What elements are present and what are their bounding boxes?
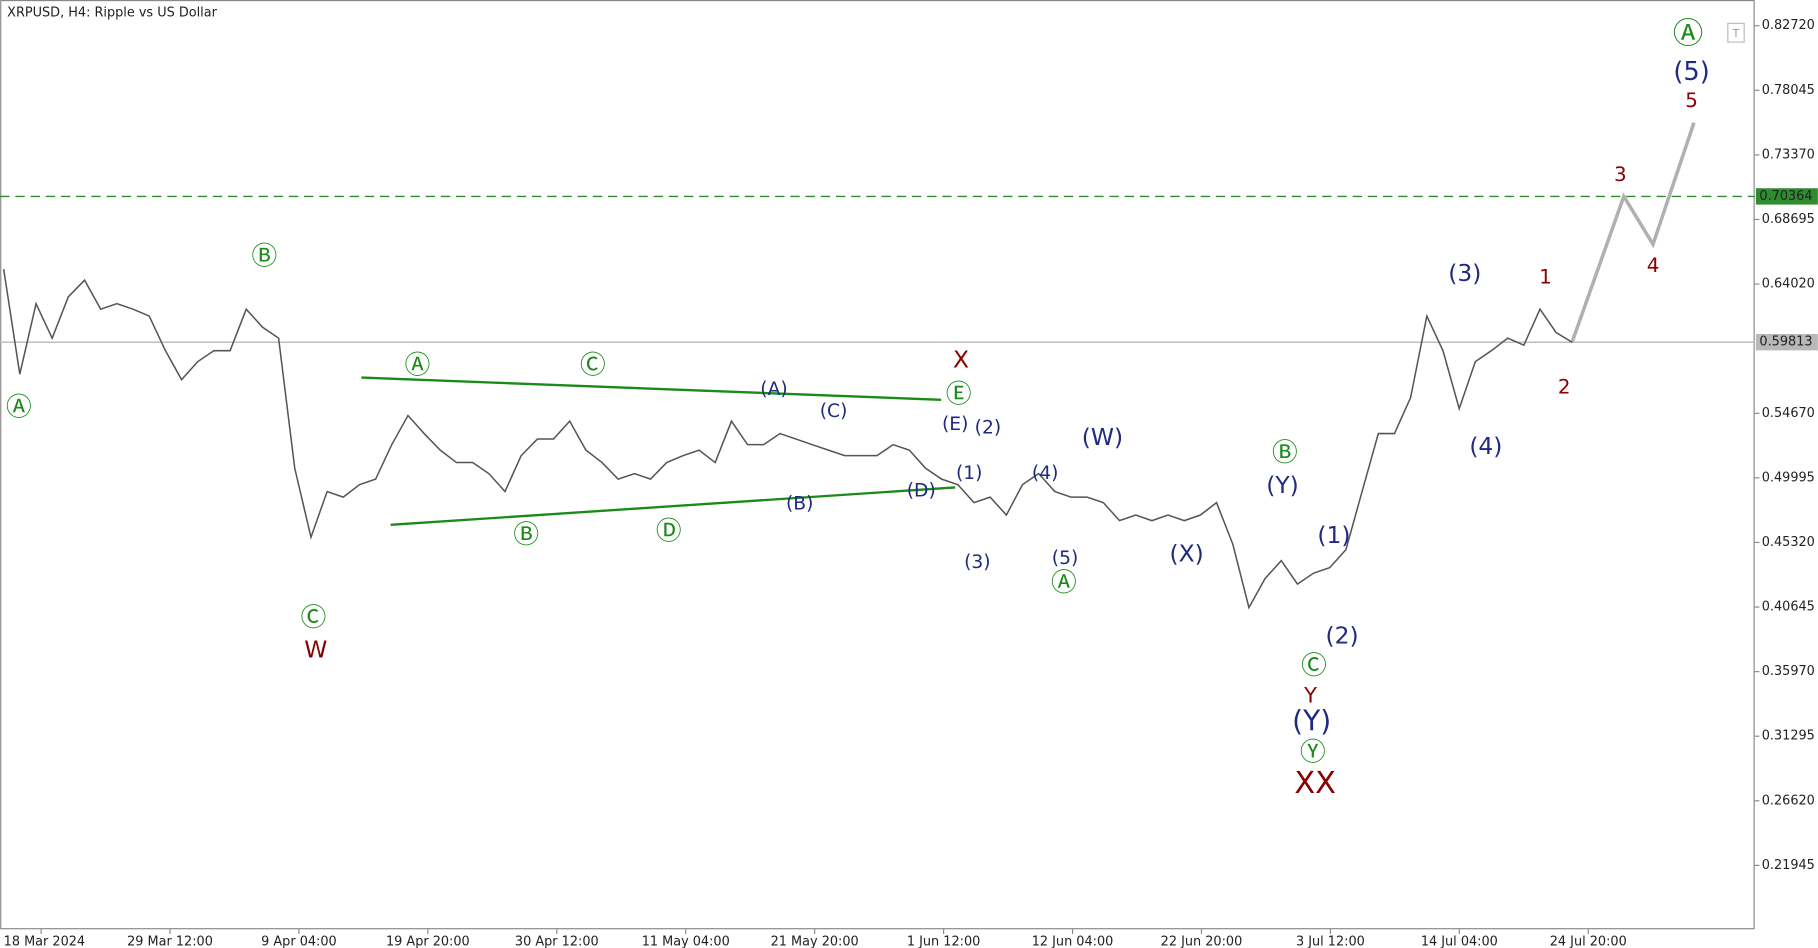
y-tick-label: 0.35970 (1762, 664, 1815, 679)
wave-label: XX (1294, 766, 1336, 801)
trend-line (390, 486, 956, 527)
wave-label: (2) (1326, 622, 1359, 650)
wave-label: Y (1303, 683, 1317, 708)
y-tick-label: 0.26620 (1762, 793, 1815, 808)
x-tick-label: 14 Jul 04:00 (1421, 935, 1498, 948)
y-tick-label: 0.64020 (1762, 277, 1815, 292)
wave-label: (1) (1317, 521, 1350, 549)
price-label-box (1755, 188, 1818, 205)
wave-label: (3) (1448, 259, 1481, 287)
x-tick-label: 24 Jul 20:00 (1550, 935, 1627, 948)
x-tick-label: 1 Jun 12:00 (907, 935, 980, 948)
wave-label: (Y) (1266, 471, 1298, 499)
trend-line (361, 376, 942, 401)
wave-label: Ⓐ (1673, 17, 1703, 52)
wave-label: Ⓐ (6, 392, 32, 422)
wave-label: (B) (786, 493, 813, 514)
x-tick-label: 11 May 04:00 (642, 935, 730, 948)
wave-label: (5) (1673, 57, 1709, 87)
price-label: 0.70364 (1759, 189, 1812, 204)
y-tick-label: 0.21945 (1762, 858, 1815, 873)
y-tick-label: 0.31295 (1762, 729, 1815, 744)
x-tick-label: 21 May 20:00 (771, 935, 859, 948)
chart-title: XRPUSD, H4: Ripple vs US Dollar (7, 5, 217, 20)
wave-label: 1 (1539, 266, 1552, 289)
y-tick-label: 0.68695 (1762, 212, 1815, 227)
y-tick-label: 0.40645 (1762, 600, 1815, 615)
wave-label: (Y) (1292, 704, 1331, 737)
x-tick-label: 3 Jul 12:00 (1296, 935, 1365, 948)
wave-label: 3 (1614, 163, 1627, 186)
toolbar-icon: T (1732, 28, 1740, 40)
wave-label: (3) (964, 552, 990, 573)
x-tick-label: 22 Jun 20:00 (1161, 935, 1243, 948)
price-label-box (1755, 334, 1818, 351)
plot-frame (0, 0, 1755, 930)
wave-label: (W) (1082, 423, 1123, 451)
wave-label: (X) (1170, 540, 1204, 568)
wave-label: (E) (942, 414, 968, 435)
wave-label: (C) (820, 401, 848, 422)
y-tick-label: 0.82720 (1762, 18, 1815, 33)
wave-label: 5 (1685, 89, 1698, 112)
wave-label: Ⓐ (1051, 568, 1077, 598)
wave-label: (1) (956, 463, 982, 484)
wave-label: (A) (760, 379, 787, 400)
wave-label: Ⓐ (405, 350, 431, 380)
wave-label: 4 (1647, 254, 1660, 277)
wave-label: W (304, 636, 327, 664)
wave-label: Ⓒ (301, 603, 327, 633)
x-tick-label: 19 Apr 20:00 (386, 935, 470, 948)
wave-label: (2) (975, 417, 1001, 438)
price-label: 0.59813 (1759, 335, 1812, 350)
wave-label: X (953, 346, 969, 374)
y-tick-label: 0.54670 (1762, 406, 1815, 421)
y-tick-label: 0.73370 (1762, 147, 1815, 162)
wave-label: Ⓔ (946, 380, 972, 410)
wave-label: (5) (1052, 548, 1078, 569)
wave-label: (D) (907, 480, 936, 501)
y-tick-label: 0.78045 (1762, 83, 1815, 98)
wave-label: Ⓨ (1300, 737, 1326, 767)
toolbar-button[interactable] (1727, 22, 1745, 43)
y-tick-label: 0.45320 (1762, 535, 1815, 550)
x-tick-label: 30 Apr 12:00 (515, 935, 599, 948)
y-tick-label: 0.49995 (1762, 470, 1815, 485)
x-tick-label: 9 Apr 04:00 (261, 935, 337, 948)
wave-label: Ⓑ (1272, 438, 1298, 468)
x-tick-label: 29 Mar 12:00 (127, 935, 213, 948)
wave-label: Ⓒ (580, 350, 606, 380)
wave-label: Ⓓ (656, 516, 682, 546)
x-tick-label: 18 Mar 2024 (4, 935, 85, 948)
x-tick-label: 12 Jun 04:00 (1032, 935, 1114, 948)
projection (1570, 122, 1696, 342)
wave-label: Ⓑ (251, 242, 277, 272)
wave-label: Ⓒ (1301, 651, 1327, 681)
price-line-series (2, 268, 1573, 610)
wave-label: (4) (1469, 432, 1502, 460)
wave-label: Ⓑ (513, 520, 539, 550)
wave-label: (4) (1032, 463, 1058, 484)
wave-label: 2 (1558, 376, 1571, 399)
